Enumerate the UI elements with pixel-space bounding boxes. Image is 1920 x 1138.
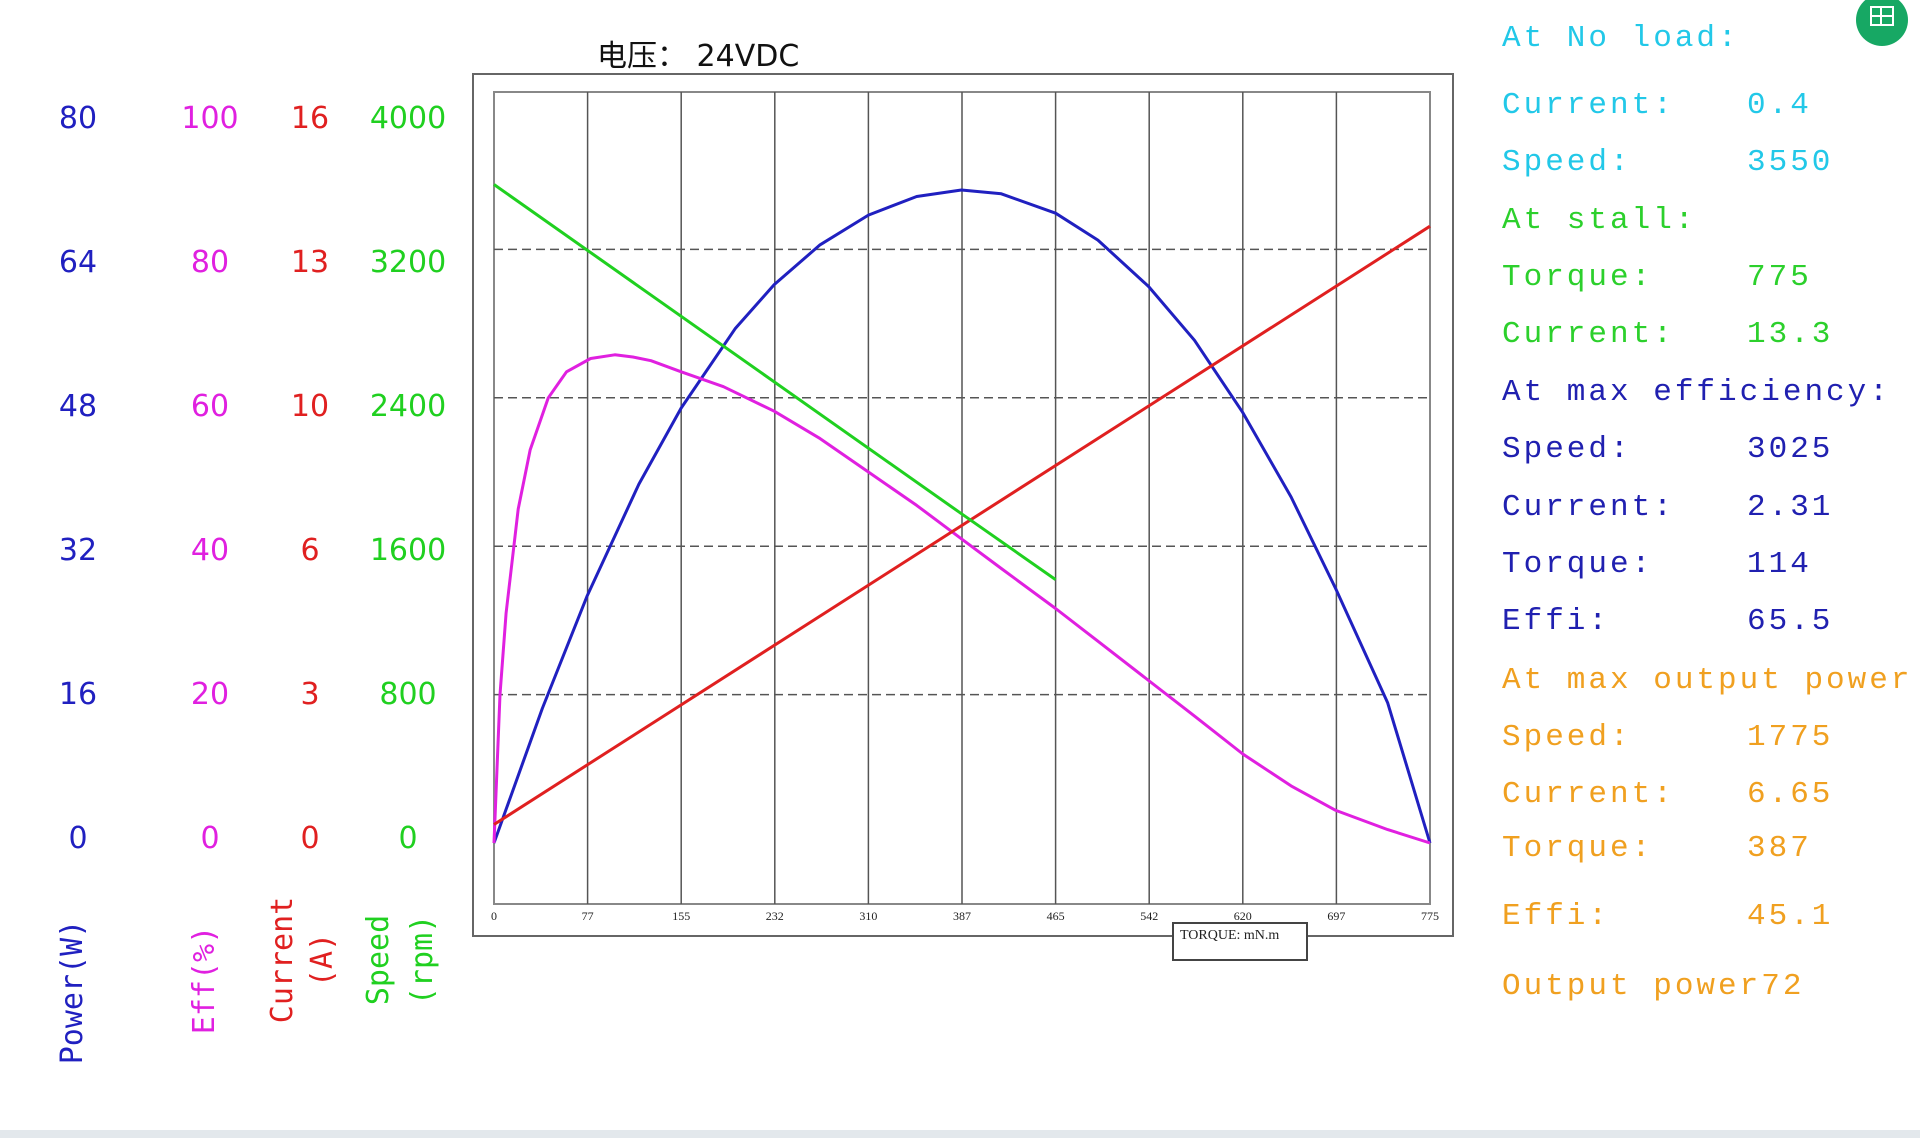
grid-lines <box>494 92 1430 904</box>
x-tick-label: 155 <box>672 909 690 923</box>
y-axis-title: Speed <box>361 915 396 1005</box>
series-speed-line <box>493 183 1057 581</box>
x-tick-label: 542 <box>1140 909 1158 923</box>
y-tick-label: 1600 <box>370 533 446 568</box>
panel-output-power-line: Output power72 <box>1502 969 1805 1004</box>
panel-no-load-header: At No load: <box>1502 21 1740 56</box>
x-tick-label: 697 <box>1327 909 1345 923</box>
chart-outer-frame <box>472 73 1454 937</box>
y-axis-title: (A) <box>305 933 340 987</box>
x-tick-label: 0 <box>491 909 497 923</box>
y-tick-label: 40 <box>191 533 229 568</box>
series-efficiency-line <box>492 353 1431 845</box>
panel-maxpow-speed-label: Speed: <box>1502 720 1632 755</box>
x-tick-label: 465 <box>1047 909 1065 923</box>
y-tick-label: 800 <box>379 677 436 712</box>
y-axis-title: Current <box>265 897 300 1023</box>
y-tick-label: 10 <box>291 389 329 424</box>
y-tick-label: 16 <box>291 101 329 136</box>
spreadsheet-button[interactable] <box>1856 0 1908 46</box>
panel-stall-torque-label: Torque: <box>1502 260 1654 295</box>
y-tick-label: 3 <box>300 677 319 712</box>
panel-no-load-current: 0.4 <box>1747 88 1812 123</box>
y-tick-label: 2400 <box>370 389 446 424</box>
panel-stall-current: 13.3 <box>1747 317 1834 352</box>
y-tick-label: 60 <box>191 389 229 424</box>
panel-stall-current-label: Current: <box>1502 317 1675 352</box>
panel-maxeff-effi: 65.5 <box>1747 604 1834 639</box>
panel-maxpow-effi: 45.1 <box>1747 899 1834 934</box>
y-axis-title: (rpm) <box>405 915 440 1005</box>
y-tick-label: 100 <box>181 101 238 136</box>
y-tick-label: 80 <box>59 101 97 136</box>
grid-icon <box>1870 6 1894 26</box>
y-tick-label: 0 <box>68 821 87 856</box>
panel-maxeff-torque-label: Torque: <box>1502 547 1654 582</box>
panel-maxpow-current: 6.65 <box>1747 777 1834 812</box>
panel-maxpow-effi-label: Effi: <box>1502 899 1611 934</box>
bottom-bar <box>0 1130 1920 1138</box>
y-tick-label: 32 <box>59 533 97 568</box>
panel-no-load-speed: 3550 <box>1747 145 1834 180</box>
y-tick-label: 0 <box>398 821 417 856</box>
series-power-line <box>492 188 1432 844</box>
panel-maxpow-current-label: Current: <box>1502 777 1675 812</box>
panel-maxpow-header: At max output power: <box>1502 663 1920 698</box>
y-tick-label: 3200 <box>370 245 446 280</box>
x-tick-labels: 0 77 155 232 310 387 465 542 620 697 775 <box>491 909 1439 923</box>
series-current-line <box>493 224 1431 826</box>
y-tick-label: 16 <box>59 677 97 712</box>
y-tick-label: 20 <box>191 677 229 712</box>
panel-no-load-current-label: Current: <box>1502 88 1675 123</box>
panel-maxeff-effi-label: Effi: <box>1502 604 1611 639</box>
x-tick-label: 310 <box>859 909 877 923</box>
panel-stall-torque: 775 <box>1747 260 1812 295</box>
y-axis-title: Power(W) <box>55 920 90 1065</box>
panel-maxeff-current: 2.31 <box>1747 490 1834 525</box>
y-tick-label: 4000 <box>370 101 446 136</box>
panel-maxpow-torque: 387 <box>1747 831 1812 866</box>
y-tick-label: 0 <box>300 821 319 856</box>
panel-maxeff-header: At max efficiency: <box>1502 375 1891 410</box>
panel-maxpow-speed: 1775 <box>1747 720 1834 755</box>
y-axis-title: Eff(%) <box>187 926 222 1034</box>
x-tick-label: 620 <box>1234 909 1252 923</box>
chart-title: 电压： 24VDC <box>597 39 799 74</box>
panel-no-load-speed-label: Speed: <box>1502 145 1632 180</box>
panel-maxeff-torque: 114 <box>1747 547 1812 582</box>
panel-stall-header: At stall: <box>1502 203 1697 238</box>
y-tick-label: 6 <box>300 533 319 568</box>
y-tick-label: 80 <box>191 245 229 280</box>
panel-maxeff-speed: 3025 <box>1747 432 1834 467</box>
torque-axis-label: TORQUE: mN.m <box>1172 922 1308 961</box>
data-series <box>492 183 1432 845</box>
x-tick-label: 77 <box>582 909 594 923</box>
y-tick-label: 64 <box>59 245 97 280</box>
y-axes: 80644832160Power(W)100806040200Eff(%)161… <box>55 101 446 1064</box>
y-tick-label: 0 <box>200 821 219 856</box>
x-tick-label: 775 <box>1421 909 1439 923</box>
x-tick-label: 387 <box>953 909 971 923</box>
panel-maxpow-torque-label: Torque: <box>1502 831 1654 866</box>
panel-maxeff-speed-label: Speed: <box>1502 432 1632 467</box>
panel-maxeff-current-label: Current: <box>1502 490 1675 525</box>
y-tick-label: 48 <box>59 389 97 424</box>
y-tick-label: 13 <box>291 245 329 280</box>
x-tick-label: 232 <box>766 909 784 923</box>
